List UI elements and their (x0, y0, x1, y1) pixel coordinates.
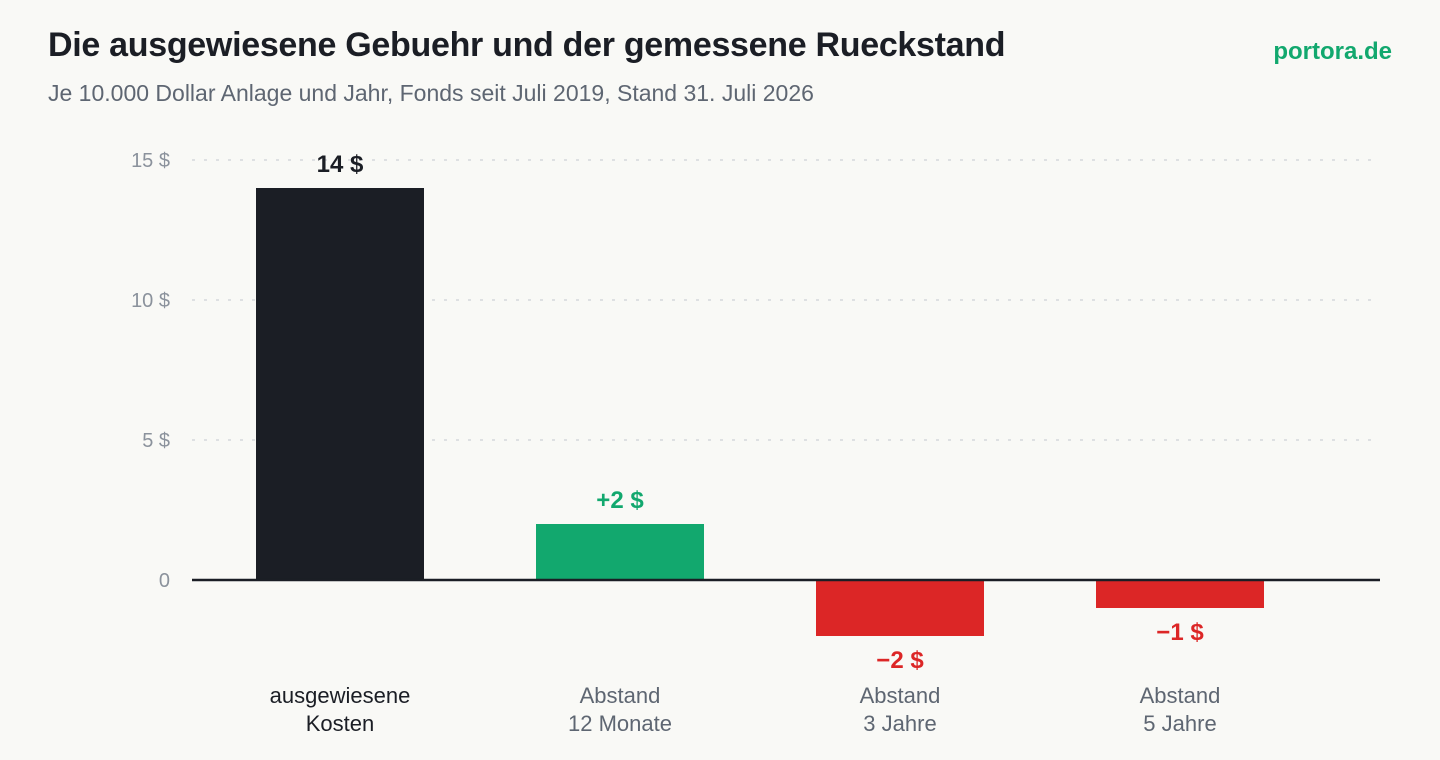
chart-title: Die ausgewiesene Gebuehr und der gemesse… (48, 26, 1006, 64)
value-labels: 14 $ +2 $ −2 $ −1 $ (317, 151, 1205, 674)
y-tick-label: 15 $ (131, 150, 170, 172)
category-label-line: Kosten (306, 711, 375, 736)
category-label-line: Abstand (1140, 683, 1221, 708)
bar[interactable] (1096, 580, 1264, 608)
y-tick-label: 5 $ (142, 430, 170, 452)
category-label-line: ausgewiesene (270, 683, 411, 708)
category-label-line: Abstand (580, 683, 661, 708)
value-label: −1 $ (1156, 619, 1204, 646)
brand-logo[interactable]: portora.de (1273, 38, 1392, 65)
category-label: ausgewiesene Kosten (270, 683, 411, 736)
bar[interactable] (256, 188, 424, 580)
category-label: Abstand 3 Jahre (860, 683, 941, 736)
bar[interactable] (536, 524, 704, 580)
value-label: +2 $ (596, 487, 644, 514)
bar[interactable] (816, 580, 984, 636)
category-label-line: Abstand (860, 683, 941, 708)
y-tick-label: 10 $ (131, 290, 170, 312)
value-label: −2 $ (876, 647, 924, 674)
category-label-line: 12 Monate (568, 711, 672, 736)
y-axis-ticks: 0 5 $ 10 $ 15 $ (131, 150, 170, 592)
y-tick-label: 0 (159, 570, 170, 592)
category-label-line: 5 Jahre (1143, 711, 1216, 736)
category-label-line: 3 Jahre (863, 711, 936, 736)
category-label: Abstand 5 Jahre (1140, 683, 1221, 736)
bars (256, 188, 1264, 636)
category-label: Abstand 12 Monate (568, 683, 672, 736)
chart-subtitle: Je 10.000 Dollar Anlage und Jahr, Fonds … (48, 80, 814, 106)
value-label: 14 $ (317, 151, 364, 178)
